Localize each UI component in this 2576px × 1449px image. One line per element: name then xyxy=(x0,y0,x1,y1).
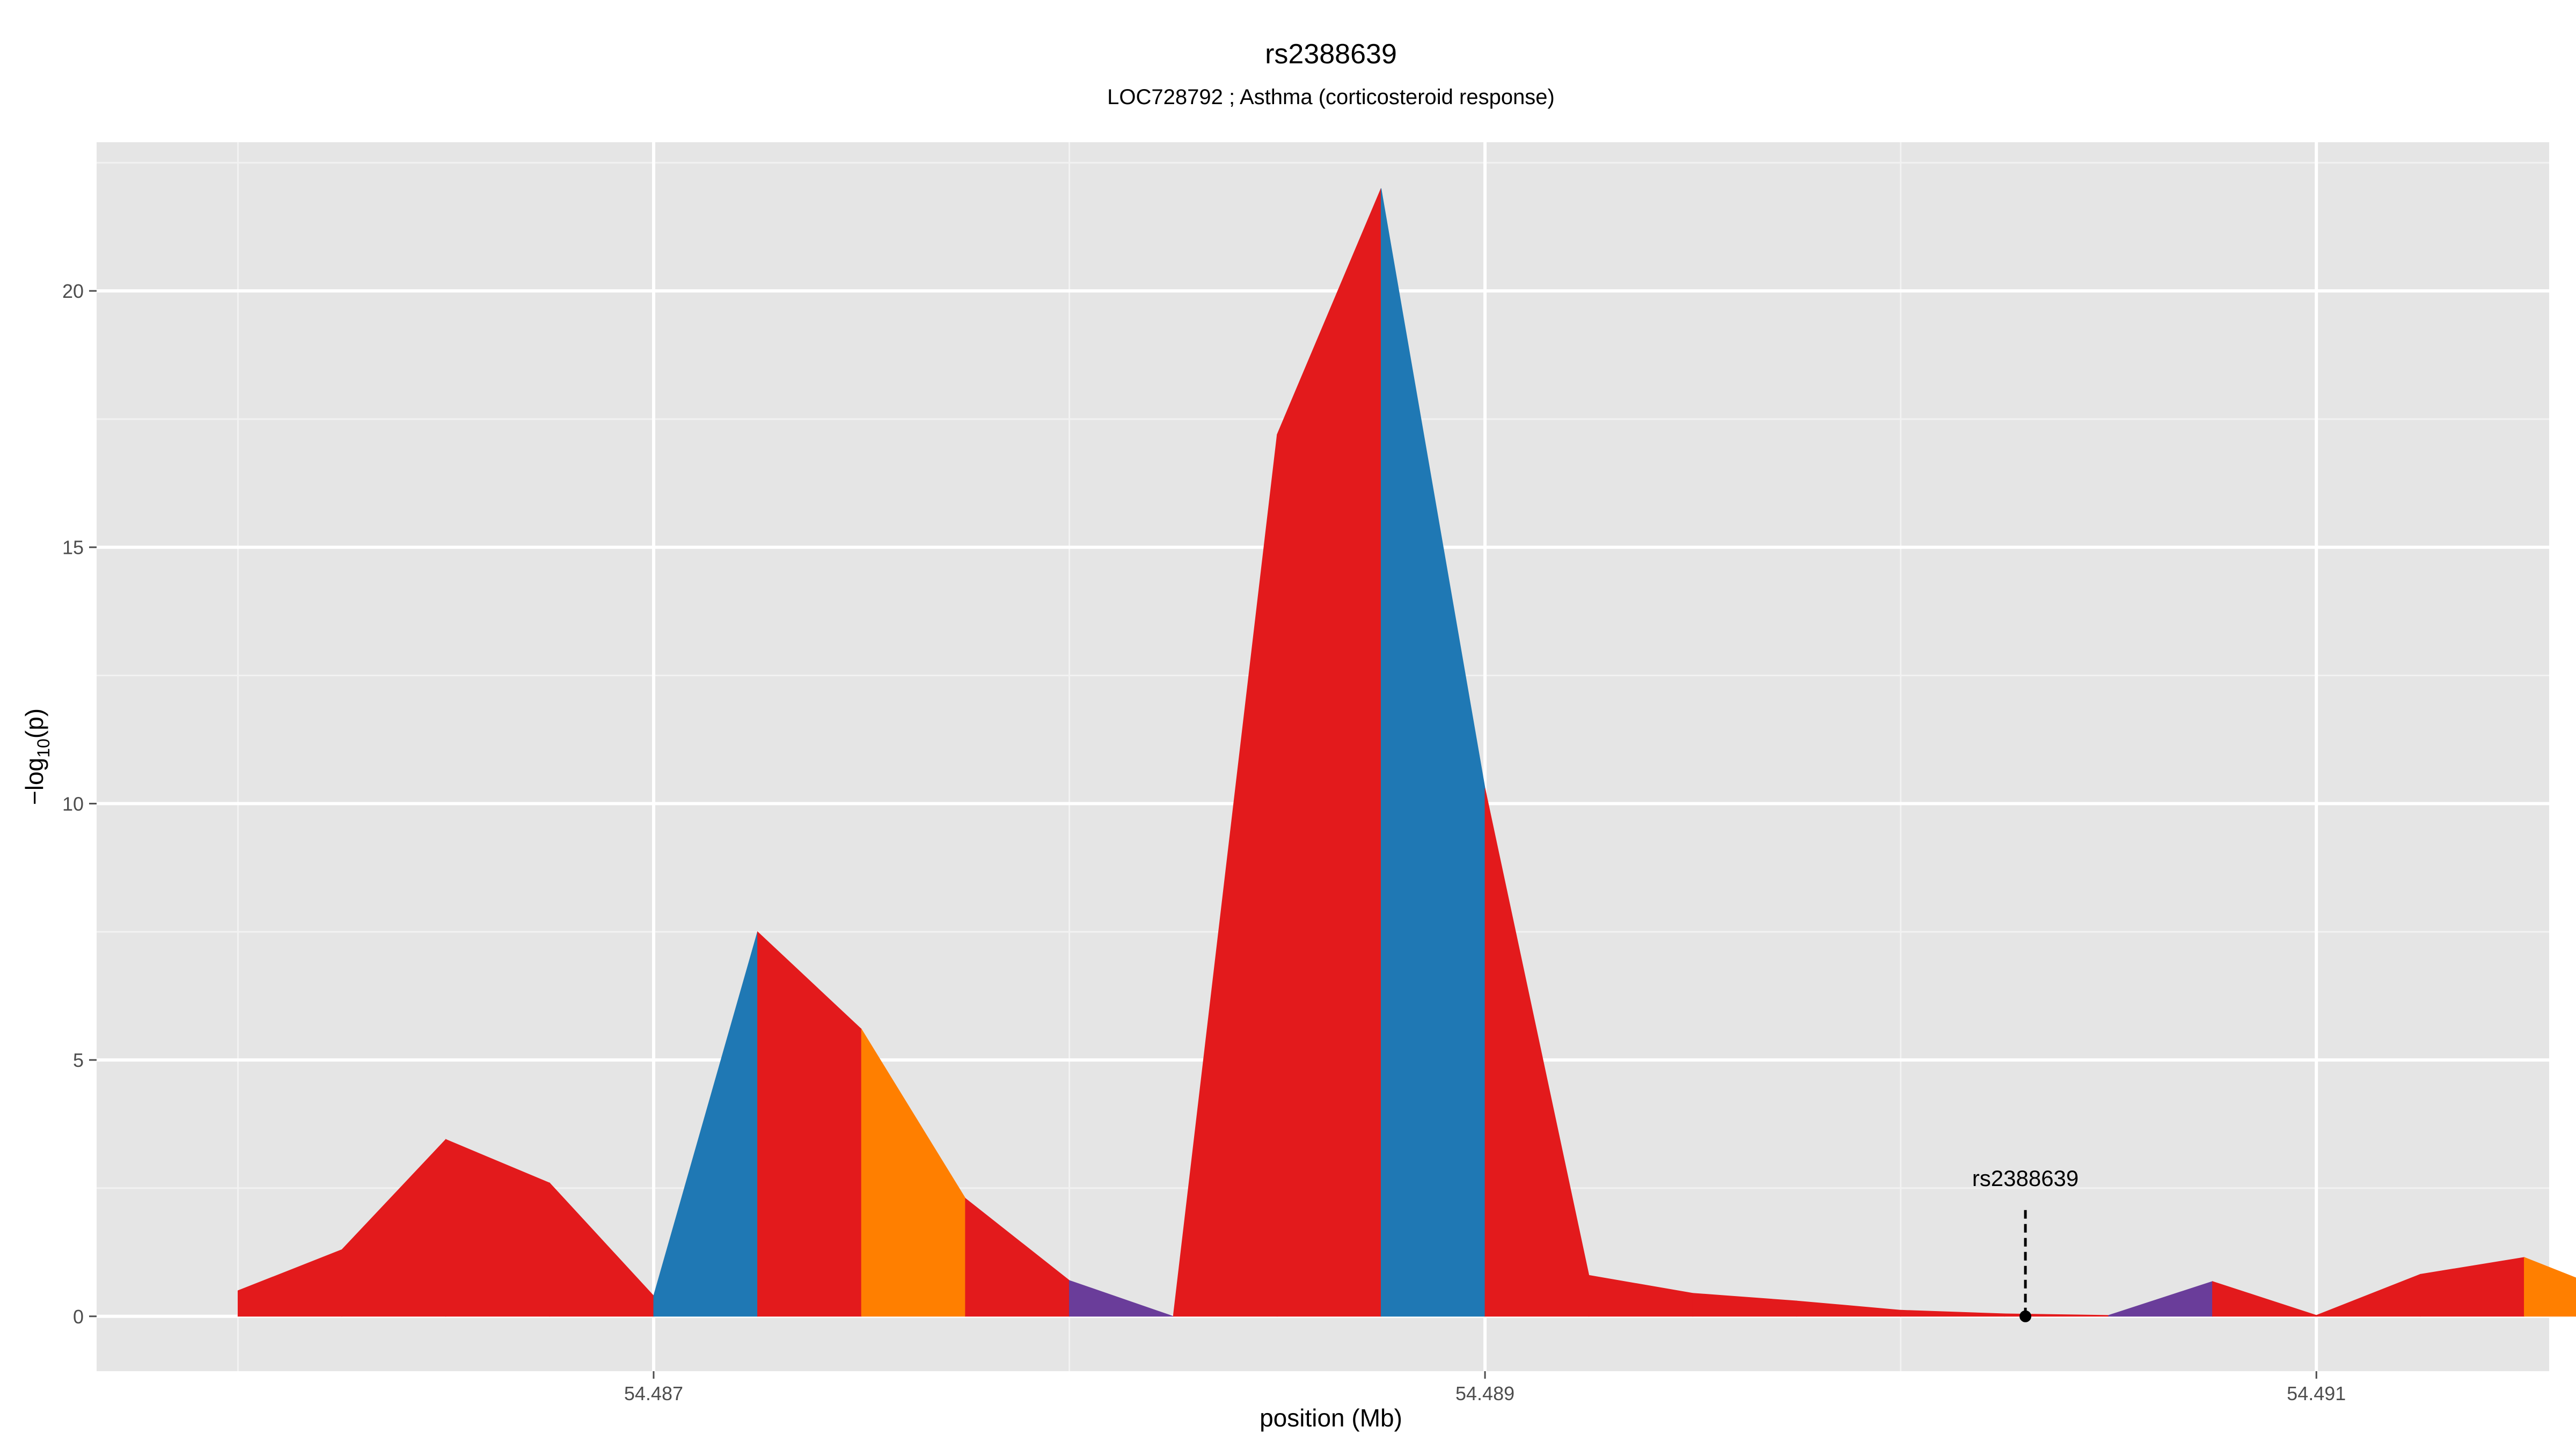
y-axis-title-subscript: 10 xyxy=(34,738,53,758)
y-axis-title-arg: (p) xyxy=(20,708,48,738)
area-segment-purple xyxy=(1069,1280,1174,1317)
area-segments xyxy=(237,188,2576,1317)
y-axis-title: −log10(p) xyxy=(20,708,53,805)
annotation-label: rs2388639 xyxy=(1972,1166,2079,1191)
x-tick-label: 54.489 xyxy=(1455,1382,1514,1404)
x-tick-label: 54.491 xyxy=(2287,1382,2346,1404)
y-tick-label: 15 xyxy=(62,537,84,559)
snp-annotation: rs2388639 xyxy=(1972,1166,2079,1322)
chart-title: rs2388639 xyxy=(1265,39,1397,70)
chart-subtitle: LOC728792 ; Asthma (corticosteroid respo… xyxy=(1107,85,1555,109)
area-segment-orange xyxy=(2524,1257,2576,1317)
x-axis-ticks: 54.487 54.489 54.491 xyxy=(624,1371,2346,1404)
x-axis-title: position (Mb) xyxy=(1260,1404,1402,1432)
y-tick-label: 20 xyxy=(62,280,84,302)
y-tick-label: 0 xyxy=(73,1306,84,1328)
y-tick-label: 5 xyxy=(73,1049,84,1071)
x-tick-label: 54.487 xyxy=(624,1382,683,1404)
y-tick-label: 10 xyxy=(62,793,84,815)
annotation-point xyxy=(2019,1310,2032,1322)
y-axis-ticks: 0 5 10 15 20 xyxy=(62,280,97,1328)
